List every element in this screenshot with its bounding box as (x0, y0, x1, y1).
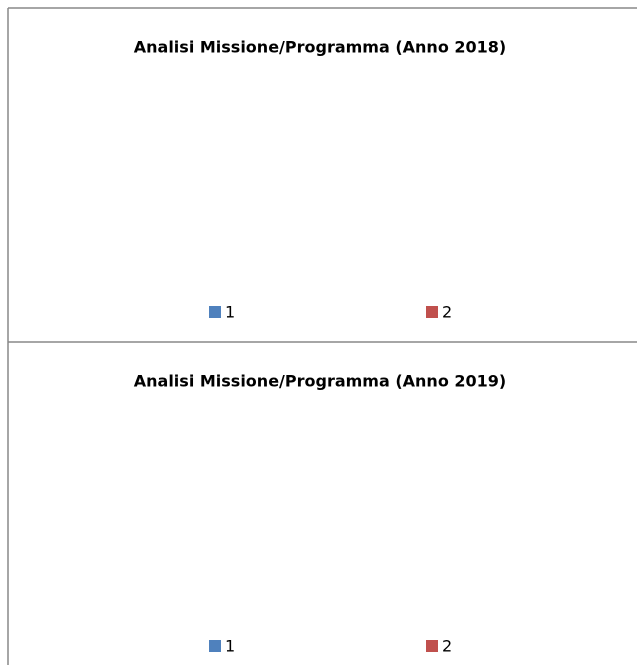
legend-label: 1 (225, 303, 235, 322)
legend-swatch (426, 640, 438, 652)
legend-swatch (209, 640, 221, 652)
legend-label: 1 (225, 637, 235, 656)
chart-title: Analisi Missione/Programma (Anno 2019) (134, 372, 506, 391)
legend-swatch (426, 306, 438, 318)
legend-label: 2 (442, 637, 452, 656)
chart-title: Analisi Missione/Programma (Anno 2018) (134, 38, 506, 57)
legend-swatch (209, 306, 221, 318)
legend-label: 2 (442, 303, 452, 322)
